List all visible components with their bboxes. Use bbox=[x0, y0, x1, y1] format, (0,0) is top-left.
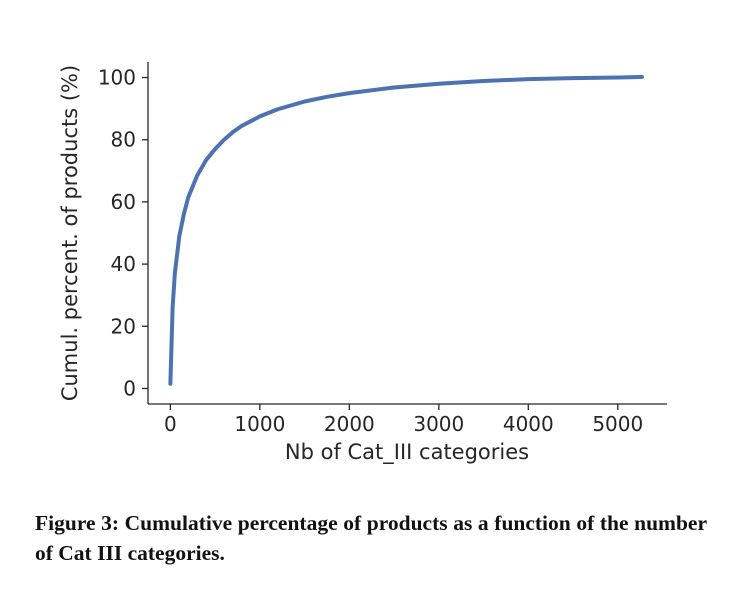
y-axis-title: Cumul. percent. of products (%) bbox=[58, 65, 82, 401]
chart: 0 1000 2000 3000 4000 5000 0 20 40 60 80 100 Nb of… bbox=[58, 62, 667, 465]
x-tick-label: 4000 bbox=[503, 412, 554, 436]
y-tick-label: 80 bbox=[111, 128, 136, 152]
x-axis-title: Nb of Cat_III categories bbox=[285, 440, 529, 465]
x-tick-label: 3000 bbox=[413, 412, 464, 436]
x-tick-label: 2000 bbox=[324, 412, 375, 436]
y-tick-label: 40 bbox=[111, 252, 136, 276]
cumulative-percentage-line bbox=[168, 74, 644, 386]
x-tick-label: 1000 bbox=[234, 412, 285, 436]
figure-caption: Figure 3: Cumulative percentage of produ… bbox=[35, 511, 707, 565]
x-tick-label: 5000 bbox=[592, 412, 643, 436]
x-tick-label: 0 bbox=[164, 412, 177, 436]
y-tick-label: 100 bbox=[98, 66, 136, 90]
y-tick-label: 60 bbox=[111, 190, 136, 214]
y-tick-label: 20 bbox=[111, 314, 136, 338]
x-ticks: 0 1000 2000 3000 4000 5000 bbox=[164, 404, 643, 436]
y-tick-label: 0 bbox=[123, 376, 136, 400]
y-ticks: 0 20 40 60 80 100 bbox=[98, 66, 148, 400]
